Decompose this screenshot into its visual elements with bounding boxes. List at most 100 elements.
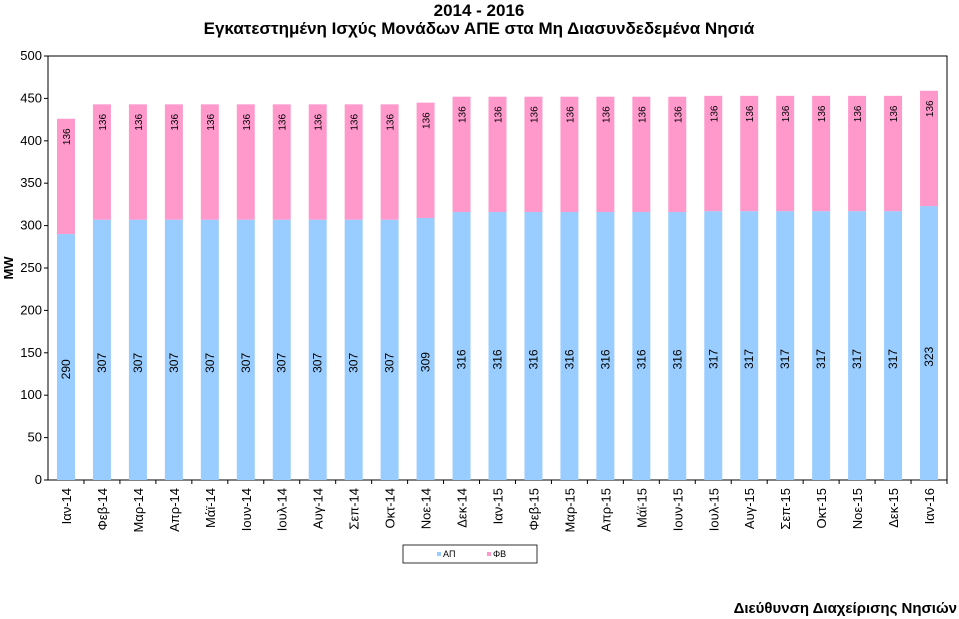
x-tick-label: Απρ-14 [167,488,182,532]
data-label: 136 [745,105,756,122]
bar-fv [380,104,399,220]
data-label: 316 [491,349,505,369]
bar-fv [416,102,435,218]
x-tick-label: Μαρ-15 [562,488,577,533]
bar-ap [56,234,75,480]
data-label: 317 [706,349,720,369]
x-tick-label: Οκτ-15 [814,488,829,529]
y-tick-label: 500 [20,48,42,63]
data-label: 136 [601,106,612,123]
data-label: 316 [670,349,684,369]
bar-ap [452,212,471,481]
bar-ap [416,217,435,480]
x-tick-label: Νοε-15 [850,488,865,529]
bar-ap [632,212,651,481]
data-label: 136 [134,114,145,131]
bar-ap [92,219,111,480]
data-label: 136 [853,105,864,122]
bar-fv [164,104,183,220]
data-label: 317 [886,349,900,369]
x-tick-label: Μαρ-14 [131,488,146,533]
legend-swatch [487,552,491,556]
bar-fv [344,104,363,220]
data-label: 136 [925,100,936,117]
data-label: 136 [422,112,433,129]
y-tick-label: 450 [20,90,42,105]
data-label: 317 [850,349,864,369]
bar-fv [524,96,543,213]
x-tick-label: Οκτ-14 [383,488,398,529]
bar-ap [308,219,327,480]
data-label: 136 [386,114,397,131]
data-label: 317 [814,349,828,369]
data-label: 136 [62,128,73,145]
bar-fv [848,95,867,212]
data-label: 316 [598,349,612,369]
legend: ΑΠ ΦΒ [402,544,538,564]
bar-fv [668,96,687,213]
y-tick-label: 350 [20,175,42,190]
bar-fv [452,96,471,213]
data-label: 317 [742,349,756,369]
x-tick-label: Απρ-15 [598,488,613,532]
data-label: 136 [242,114,253,131]
bar-fv [920,90,939,207]
data-label: 307 [347,353,361,373]
bar-fv [92,104,111,220]
data-label: 136 [170,114,181,131]
chart-title: 2014 - 2016 [434,1,525,20]
bar-fv [632,96,651,213]
x-tick-label: Αυγ-14 [311,488,326,529]
data-label: 136 [781,105,792,122]
bar-fv [56,118,75,235]
y-tick-label: 200 [20,302,42,317]
data-label: 316 [562,349,576,369]
bar-ap [524,212,543,481]
x-tick-label: Ιουν-14 [239,488,254,531]
x-tick-label: Ιαν-14 [59,488,74,524]
data-label: 316 [634,349,648,369]
data-label: 136 [673,106,684,123]
data-label: 307 [203,353,217,373]
x-tick-label: Δεκ-15 [886,488,901,528]
bar-ap [380,219,399,480]
y-tick-label: 100 [20,387,42,402]
bar-ap [200,219,219,480]
data-label: 136 [98,114,109,131]
data-label: 136 [314,114,325,131]
bar-fv [236,104,255,220]
bar-ap [668,212,687,481]
y-tick-label: 400 [20,133,42,148]
x-tick-label: Μάϊ-15 [634,488,649,528]
bar-ap [236,219,255,480]
x-tick-label: Φεβ-15 [526,488,541,530]
data-label: 307 [131,353,145,373]
data-label: 136 [529,106,540,123]
data-label: 136 [458,106,469,123]
legend-box [402,544,538,564]
y-tick-label: 250 [20,260,42,275]
data-label: 307 [95,353,109,373]
data-label: 316 [526,349,540,369]
plot-area: 0 50 100 150 200 250 300 350 400 450 500 290 136 Ιαν-… [20,48,948,533]
y-tick-label: 50 [28,430,42,445]
x-tick-label: Σεπ-14 [347,488,362,530]
x-tick-label: Φεβ-14 [95,488,110,530]
x-tick-label: Σεπ-15 [778,488,793,530]
bar-ap [164,219,183,480]
data-label: 136 [709,105,720,122]
data-label: 323 [922,346,936,366]
bar-fv [884,95,903,212]
data-label: 136 [889,105,900,122]
bar-fv [812,95,831,212]
legend-swatch [437,552,441,556]
x-tick-label: Δεκ-14 [455,488,470,528]
data-label: 136 [350,114,361,131]
data-label: 136 [637,106,648,123]
bar-ap [812,211,831,480]
x-tick-label: Ιουλ-14 [275,488,290,531]
legend-label: ΑΠ [443,549,456,559]
data-label: 307 [167,353,181,373]
data-label: 307 [311,353,325,373]
